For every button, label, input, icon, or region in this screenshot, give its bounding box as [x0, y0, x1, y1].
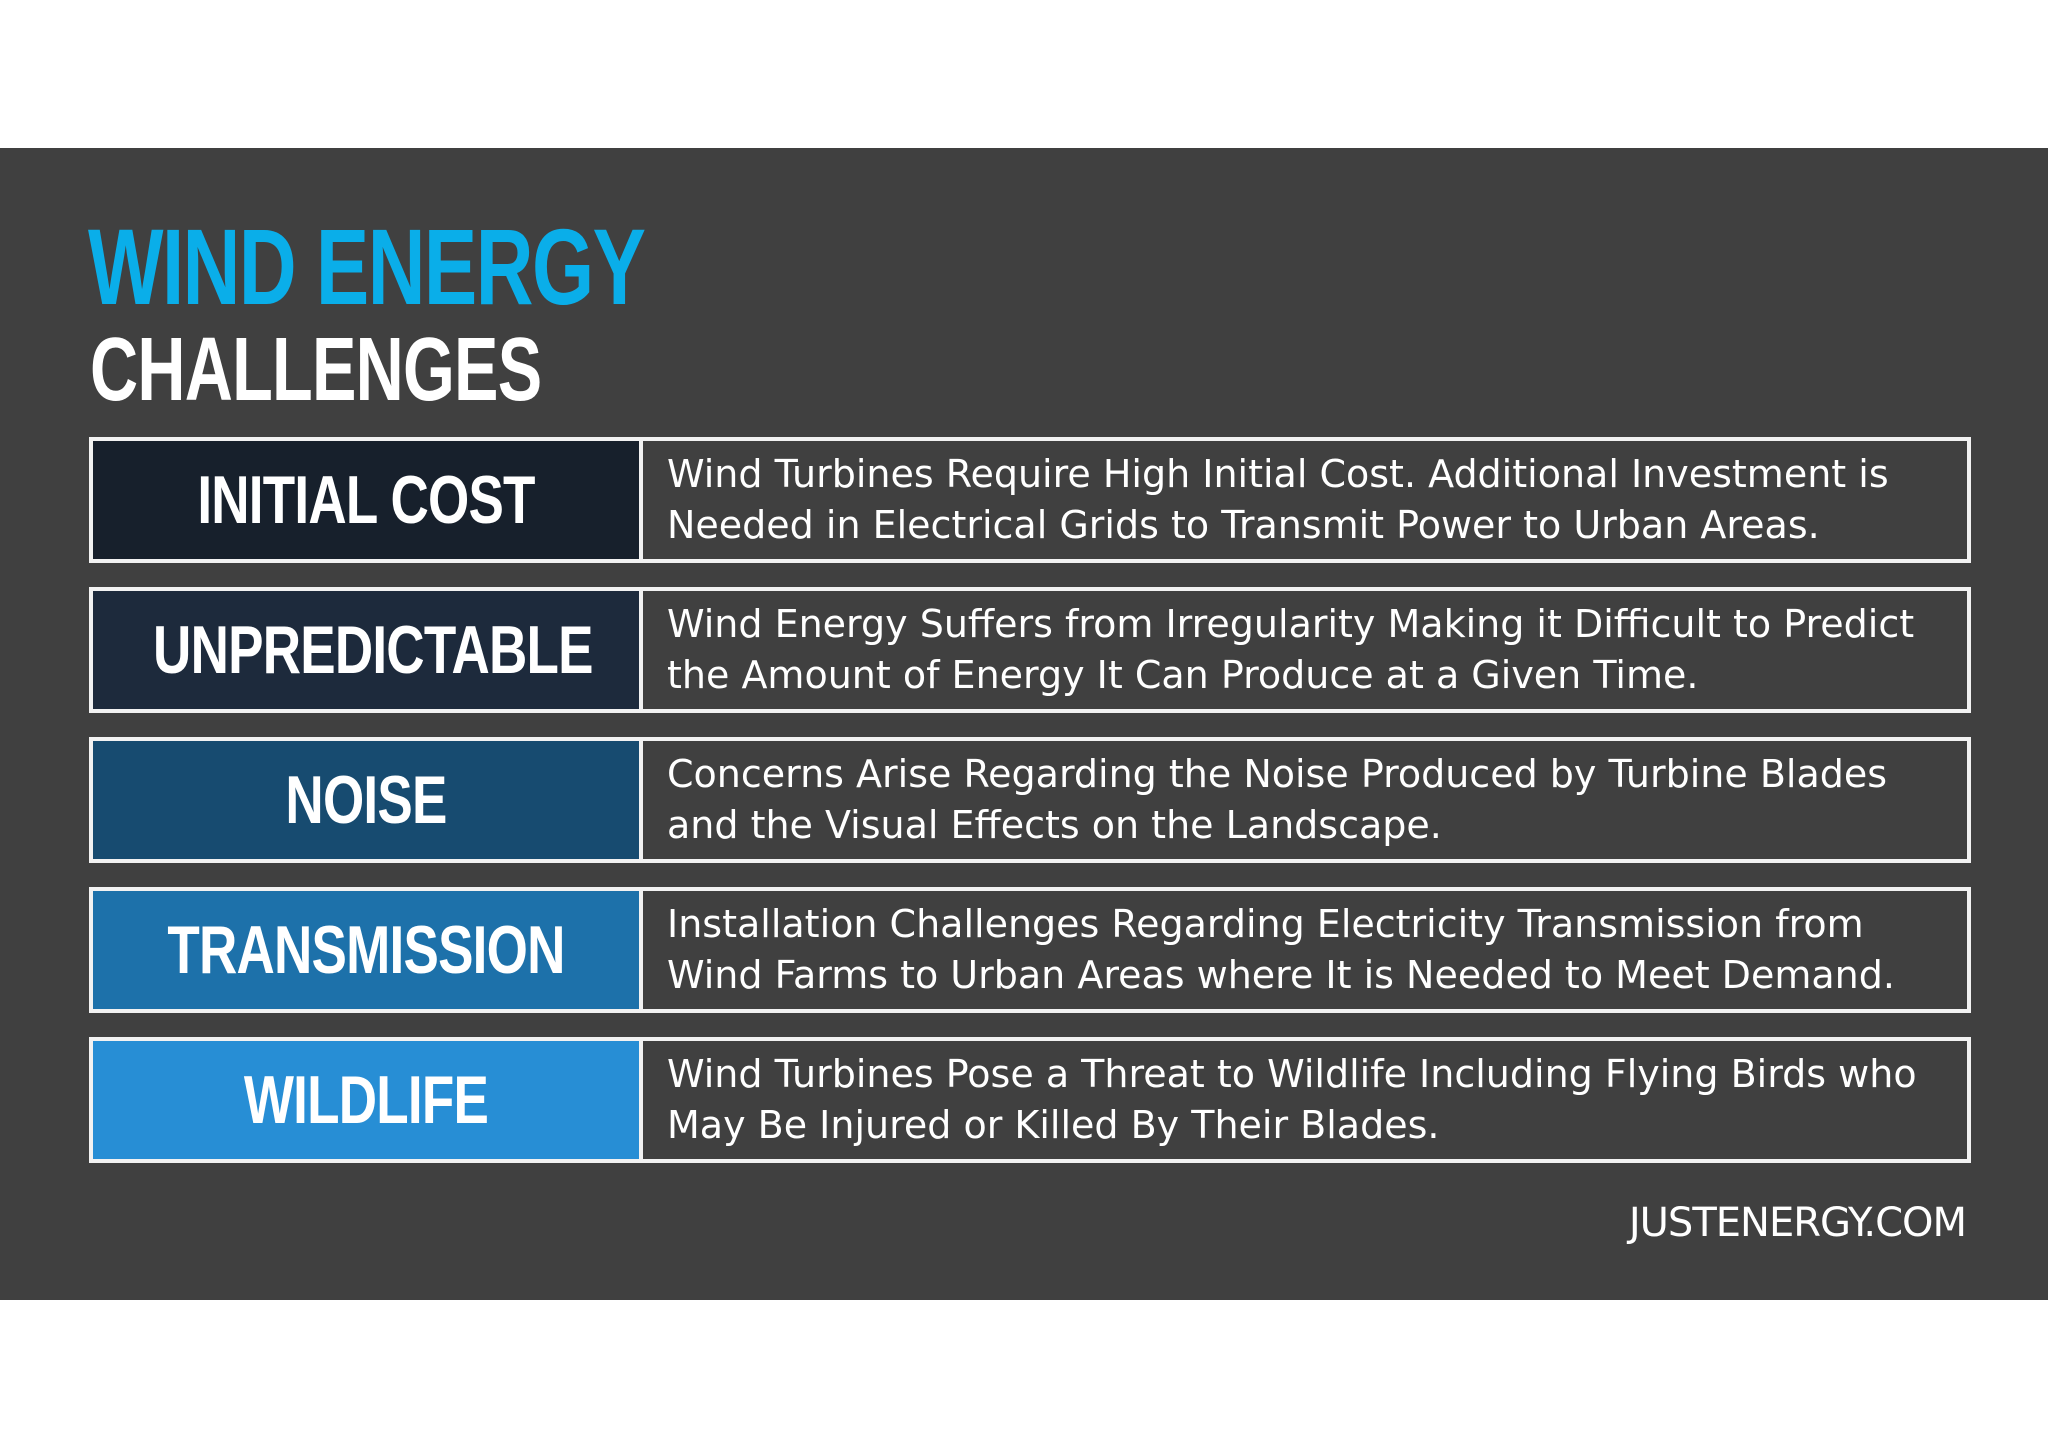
- challenge-label: TRANSMISSION: [167, 912, 565, 988]
- challenge-label-cell: INITIAL COST: [93, 441, 643, 559]
- footer-website: JUSTENERGY.COM: [1628, 1200, 1967, 1246]
- challenges-list: INITIAL COST Wind Turbines Require High …: [89, 437, 1971, 1187]
- challenge-label: NOISE: [285, 762, 447, 838]
- challenge-label-cell: TRANSMISSION: [93, 891, 643, 1009]
- challenge-label: INITIAL COST: [197, 462, 535, 538]
- challenge-description-cell: Wind Turbines Pose a Threat to Wildlife …: [643, 1041, 1967, 1159]
- challenge-description-cell: Installation Challenges Regarding Electr…: [643, 891, 1967, 1009]
- challenge-label: WILDLIFE: [243, 1062, 489, 1138]
- challenge-description: Wind Turbines Require High Initial Cost.…: [667, 452, 1889, 547]
- challenge-description-cell: Concerns Arise Regarding the Noise Produ…: [643, 741, 1967, 859]
- challenge-row-initial-cost: INITIAL COST Wind Turbines Require High …: [89, 437, 1971, 563]
- challenge-description-cell: Wind Turbines Require High Initial Cost.…: [643, 441, 1967, 559]
- title-wind-energy: WIND ENERGY: [88, 206, 646, 327]
- challenge-description: Concerns Arise Regarding the Noise Produ…: [667, 752, 1888, 847]
- title-challenges: CHALLENGES: [90, 320, 542, 420]
- challenge-description: Wind Energy Suffers from Irregularity Ma…: [667, 602, 1915, 697]
- challenge-row-unpredictable: UNPREDICTABLE Wind Energy Suffers from I…: [89, 587, 1971, 713]
- challenge-label-cell: UNPREDICTABLE: [93, 591, 643, 709]
- challenge-row-transmission: TRANSMISSION Installation Challenges Reg…: [89, 887, 1971, 1013]
- challenge-description: Installation Challenges Regarding Electr…: [667, 902, 1895, 997]
- challenge-label-cell: WILDLIFE: [93, 1041, 643, 1159]
- challenge-row-wildlife: WILDLIFE Wind Turbines Pose a Threat to …: [89, 1037, 1971, 1163]
- challenge-description: Wind Turbines Pose a Threat to Wildlife …: [667, 1052, 1917, 1147]
- challenge-row-noise: NOISE Concerns Arise Regarding the Noise…: [89, 737, 1971, 863]
- challenge-label: UNPREDICTABLE: [153, 612, 594, 688]
- challenge-label-cell: NOISE: [93, 741, 643, 859]
- challenge-description-cell: Wind Energy Suffers from Irregularity Ma…: [643, 591, 1967, 709]
